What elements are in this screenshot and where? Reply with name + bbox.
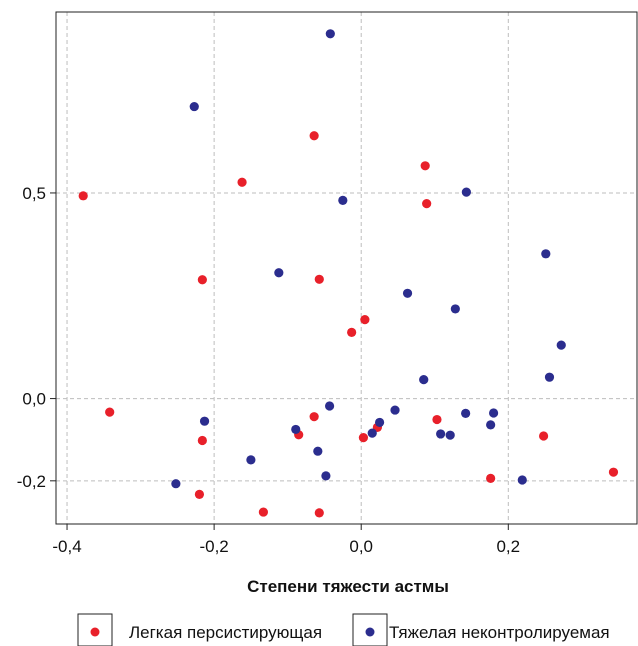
data-point-severe <box>461 187 471 197</box>
data-point-severe <box>321 471 331 481</box>
data-point-severe <box>338 195 348 205</box>
data-point-mild <box>309 412 319 422</box>
data-point-severe <box>445 430 455 440</box>
data-point-severe <box>313 446 323 456</box>
legend-label-mild: Легкая персистирующая <box>129 623 322 642</box>
data-point-severe <box>436 429 446 439</box>
x-tick-label: -0,2 <box>199 537 228 556</box>
legend-marker-severe <box>365 627 375 637</box>
x-tick-label: 0,0 <box>349 537 373 556</box>
y-tick-label: 0,0 <box>22 390 46 409</box>
data-point-severe <box>324 401 335 411</box>
y-tick-label: -0,2 <box>17 472 46 491</box>
data-point-severe <box>541 249 551 259</box>
data-point-mild <box>608 467 619 477</box>
data-point-severe <box>488 408 499 418</box>
data-point-severe <box>189 101 199 112</box>
data-point-mild <box>422 199 432 209</box>
legend: Легкая персистирующая Тяжелая неконтроли… <box>77 613 610 646</box>
data-point-severe <box>461 408 471 418</box>
data-points <box>78 29 619 518</box>
data-point-severe <box>486 420 496 430</box>
data-point-severe <box>390 405 400 415</box>
x-axis-label: Степени тяжести астмы <box>247 577 449 596</box>
data-point-severe <box>450 304 460 314</box>
x-tick-label: 0,2 <box>496 537 520 556</box>
data-point-severe <box>246 455 256 465</box>
data-point-mild <box>314 274 324 284</box>
data-point-severe <box>374 417 385 428</box>
data-point-mild <box>314 508 324 518</box>
data-point-mild <box>432 414 442 425</box>
data-point-severe <box>517 475 527 485</box>
data-point-mild <box>309 131 319 141</box>
data-point-severe <box>556 340 566 350</box>
data-point-mild <box>347 327 357 337</box>
data-point-mild <box>194 489 205 499</box>
data-point-severe <box>419 375 429 385</box>
data-point-severe <box>544 372 555 382</box>
data-point-mild <box>358 433 369 443</box>
x-tick-label: -0,4 <box>52 537 81 556</box>
data-point-mild <box>197 275 207 285</box>
data-point-mild <box>237 177 247 187</box>
legend-marker-mild <box>90 627 100 637</box>
axis-ticks: -0,4 -0,2 0,0 0,2 0,5 0,0 -0,2 <box>17 184 520 556</box>
data-point-mild <box>486 473 496 483</box>
data-point-mild <box>538 431 549 441</box>
data-point-severe <box>171 479 181 489</box>
legend-label-severe: Тяжелая неконтролируемая <box>389 623 610 642</box>
data-point-severe <box>367 428 377 438</box>
data-point-severe <box>402 288 413 298</box>
data-point-mild <box>105 407 115 417</box>
plot-frame <box>55 11 638 525</box>
data-point-mild <box>78 191 88 201</box>
data-point-severe <box>274 268 284 278</box>
grid-lines <box>56 12 637 524</box>
data-point-mild <box>197 435 207 446</box>
legend-swatch-box-severe <box>352 613 388 646</box>
data-point-severe <box>325 29 335 39</box>
data-point-mild <box>258 507 268 517</box>
legend-swatch-box-mild <box>77 613 113 646</box>
data-point-severe <box>291 424 301 435</box>
data-point-severe <box>199 416 210 426</box>
y-tick-label: 0,5 <box>22 184 46 203</box>
data-point-mild <box>360 315 370 325</box>
data-point-mild <box>420 161 430 171</box>
